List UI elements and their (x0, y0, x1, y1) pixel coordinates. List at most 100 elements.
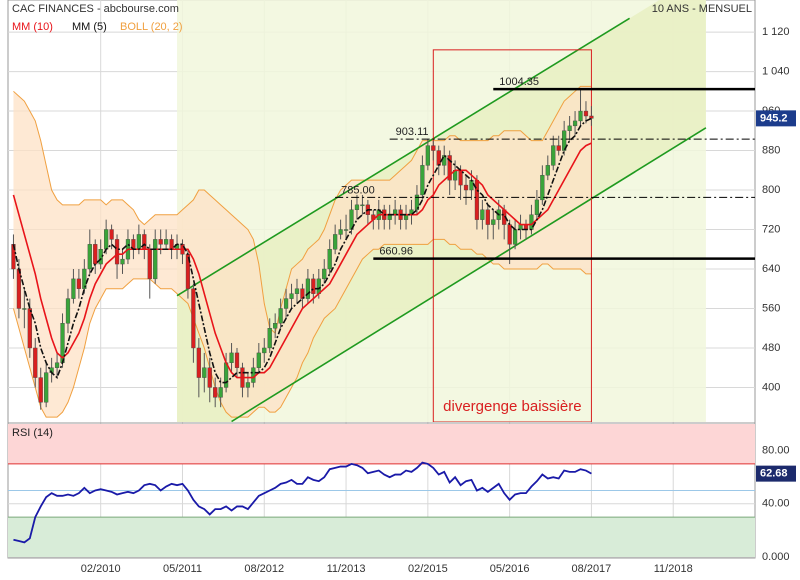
candle-body (431, 145, 436, 151)
candle-body (305, 278, 310, 299)
bollinger-lower (12, 238, 592, 418)
candle-body (354, 204, 360, 210)
candle-body (512, 229, 518, 245)
rsi-zone (8, 517, 755, 557)
candle-body (114, 239, 120, 265)
candle-body (491, 219, 496, 225)
candle-body (191, 288, 196, 349)
candle-body (120, 258, 125, 265)
candle-body (76, 278, 81, 289)
candle-body (142, 234, 147, 250)
candle-body (262, 347, 267, 354)
candle-body (343, 229, 349, 231)
y-tick-label: 800 (762, 184, 780, 196)
x-tick-label: 11/2018 (654, 563, 693, 575)
level-label: 903.11 (396, 126, 429, 138)
candle-body (567, 125, 572, 131)
last-rsi-tag (756, 465, 796, 482)
label-layer: CAC FINANCES - abcbourse.com 10 ANS - ME… (12, 3, 796, 575)
candle-body (425, 145, 430, 166)
candle-body (338, 229, 343, 235)
x-tick-label: 02/2015 (408, 563, 448, 575)
candle-body (267, 328, 272, 349)
candle-body (540, 175, 545, 201)
candle-body (104, 229, 109, 250)
candle-body (562, 130, 567, 151)
candle-body (27, 308, 32, 349)
candle-body (545, 165, 550, 176)
rsi-pane (8, 424, 755, 557)
candle-body (300, 288, 305, 299)
level-label: 660.96 (379, 246, 413, 258)
last-price-label: 945.2 (760, 112, 788, 124)
candle-body (38, 377, 43, 403)
y-tick-label: 560 (762, 302, 780, 314)
candle-body (256, 352, 261, 368)
rsi-zone (8, 424, 755, 464)
candle-body (169, 239, 174, 250)
candle-body (289, 293, 294, 299)
legend-entry: MM (5) (72, 21, 107, 33)
candle-body (507, 224, 512, 245)
candle-body (360, 204, 365, 207)
candle-body (578, 110, 583, 122)
candle-body (109, 229, 114, 240)
candle-body (534, 199, 540, 215)
candle-body (556, 145, 561, 151)
x-tick-label: 11/2013 (327, 563, 366, 575)
candle-body (33, 347, 38, 378)
price-pane (11, 0, 755, 422)
candle-body (98, 249, 103, 265)
candle-body (414, 194, 420, 210)
candle-body (333, 234, 338, 250)
last-rsi-label: 62.68 (760, 468, 788, 480)
y-tick-label: 0.000 (762, 551, 790, 563)
candle-body (93, 244, 98, 265)
candle-body (463, 184, 469, 191)
bollinger-fill (13, 86, 592, 418)
candle-body (218, 387, 223, 398)
divergence-label: divergenge baissière (443, 398, 581, 415)
y-tick-label: 1 120 (762, 26, 790, 38)
y-tick-label: 40.00 (762, 498, 790, 510)
channel-line (231, 127, 707, 422)
y-tick-label: 400 (762, 381, 780, 393)
candle-body (213, 387, 218, 398)
legend-boll: BOLL (20, 2) (120, 21, 183, 33)
candle-body (153, 239, 158, 280)
rsi-line (13, 461, 592, 544)
rsi-title: RSI (14) (12, 427, 53, 439)
candle-body (583, 110, 589, 117)
candle-body (589, 115, 594, 119)
moving-average (12, 142, 592, 379)
candle-body (16, 268, 22, 309)
candle-body (322, 268, 327, 280)
candle-body (572, 120, 578, 127)
candle-body (147, 249, 152, 280)
x-tick-label: 02/2010 (81, 563, 121, 575)
candle-body (22, 308, 27, 310)
moving-average (12, 117, 592, 384)
x-tick-label: 08/2012 (244, 563, 284, 575)
level-label: 785.00 (341, 184, 375, 196)
candle-body (485, 209, 490, 225)
bollinger-upper (13, 85, 592, 335)
candle-body (551, 145, 556, 166)
candle-body (202, 367, 207, 378)
x-tick-label: 08/2017 (572, 563, 612, 575)
candle-body (327, 249, 332, 270)
candle-body (480, 209, 485, 220)
candle-body (54, 362, 60, 368)
legend-entry: MM (10) (12, 21, 53, 33)
period-label: 10 ANS - MENSUEL (652, 3, 752, 15)
candle-body (234, 352, 240, 368)
candle-body (273, 323, 278, 329)
candle-body (245, 382, 251, 388)
candle-body (158, 239, 163, 245)
y-tick-label: 720 (762, 223, 780, 235)
candle-body (136, 234, 141, 250)
candle-body (82, 268, 87, 289)
candle-body (229, 352, 234, 363)
